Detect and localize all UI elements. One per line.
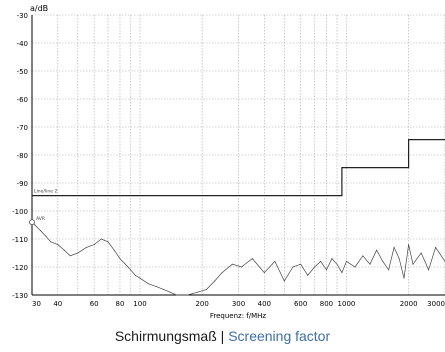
x-tick-label: 2000 [400, 300, 418, 308]
data-point [326, 269, 327, 271]
data-point [393, 246, 395, 248]
data-point [420, 252, 422, 254]
data-point [45, 235, 47, 237]
data-point [50, 241, 52, 243]
data-point [300, 263, 302, 265]
data-point [163, 288, 164, 290]
data-point [314, 266, 315, 268]
series-marker [29, 219, 35, 226]
data-point [124, 263, 126, 265]
data-point [320, 260, 322, 262]
data-point [100, 238, 102, 240]
measured-trace [31, 221, 445, 296]
y-tick-label: -60 [17, 96, 28, 104]
tick-labels: -30 -40 -50 -60 -70 -80 -90 -100 -110 -120 -130 30 4… [12, 12, 445, 308]
x-tick-label: 60 [90, 300, 99, 308]
x-tick-label: 80 [116, 300, 125, 308]
x-tick-label: 100 [133, 300, 146, 308]
data-point [428, 269, 430, 271]
data-point [119, 258, 121, 260]
y-tick-label: -100 [12, 208, 28, 216]
x-tick-label: 3000 [427, 300, 445, 308]
data-point [57, 244, 59, 246]
data-point [139, 277, 141, 279]
data-point [134, 274, 136, 276]
x-tick-label: 400 [258, 300, 271, 308]
screening-factor-chart: -30 -40 -50 -60 -70 -80 -90 -100 -110 -120 -130 30 4… [12, 4, 445, 320]
data-point [362, 255, 364, 257]
data-point [307, 274, 309, 276]
data-point [263, 272, 265, 274]
data-point [214, 280, 216, 282]
data-point [231, 263, 233, 265]
data-point [292, 266, 294, 268]
figure-caption: Schirmungsmaß | Screening factor [0, 328, 445, 344]
data-point [40, 230, 41, 232]
axes [31, 15, 445, 296]
data-point [331, 258, 333, 260]
data-point [130, 269, 131, 271]
y-tick-label: -120 [12, 264, 28, 272]
x-axis-label: Frequenz: f/MHz [210, 312, 267, 320]
series-label: AVR [36, 216, 45, 222]
data-point [398, 258, 400, 260]
x-tick-label: 800 [320, 300, 333, 308]
limit-line-group: Line/line 2 [32, 139, 445, 197]
caption-german: Schirmungsmaß [114, 328, 217, 344]
plot-background [32, 15, 445, 295]
y-tick-label: -40 [17, 40, 28, 48]
data-point [197, 291, 198, 293]
data-point [251, 258, 253, 260]
data-point [283, 280, 285, 282]
data-point [69, 255, 71, 257]
data-point [85, 246, 87, 248]
x-tick-label: 200 [195, 300, 208, 308]
data-point [187, 294, 189, 296]
data-point [336, 263, 338, 265]
x-tick-label: 1000 [338, 300, 356, 308]
data-point [107, 241, 109, 243]
data-point [175, 294, 177, 296]
data-point [341, 272, 343, 274]
x-tick-label: 30 [32, 300, 41, 308]
y-tick-label: -90 [17, 180, 28, 188]
y-tick-label: -50 [17, 68, 28, 76]
limit-line-label: Line/line 2 [34, 189, 57, 195]
data-point [274, 260, 276, 262]
data-point [63, 249, 65, 251]
data-point [346, 260, 347, 262]
x-tick-label: 300 [232, 300, 245, 308]
traces: AVR [29, 216, 445, 296]
data-point [221, 272, 223, 274]
caption-english: Screening factor [228, 328, 331, 344]
x-tick-label: 40 [53, 300, 62, 308]
caption-separator: | [220, 328, 225, 344]
y-axis-label: a/dB [30, 4, 48, 13]
data-point [155, 286, 157, 288]
limit-line [32, 139, 445, 197]
data-point [240, 266, 242, 268]
data-point [369, 263, 371, 265]
data-point [435, 246, 437, 248]
data-point [93, 244, 95, 246]
data-point [34, 224, 36, 226]
data-point [382, 260, 384, 262]
data-point [113, 249, 115, 251]
y-tick-label: -80 [17, 152, 28, 160]
data-point [412, 263, 414, 265]
data-point [408, 244, 410, 246]
y-tick-label: -110 [12, 236, 28, 244]
data-point [148, 283, 149, 285]
y-tick-label: -130 [12, 292, 28, 300]
data-point [77, 252, 79, 254]
data-point [206, 288, 207, 290]
data-point [388, 269, 390, 271]
data-point [354, 266, 356, 268]
y-tick-label: -70 [17, 124, 28, 132]
data-point [376, 249, 378, 251]
y-tick-label: -30 [17, 12, 28, 20]
data-point [403, 277, 405, 279]
data-point [169, 291, 171, 293]
x-tick-label: 600 [294, 300, 307, 308]
